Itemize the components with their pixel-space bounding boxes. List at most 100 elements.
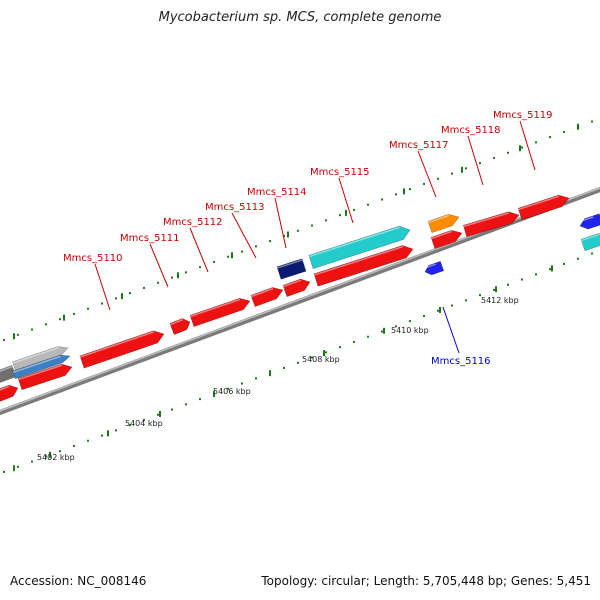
- gene-arrow: [430, 229, 463, 250]
- scale-tick-label: 5402 kbp: [37, 453, 75, 462]
- scale-tick-labels: 5402 kbp 5404 kbp 5406 kbp 5408 kbp 5410 kbp…: [37, 296, 519, 462]
- guide-dot: [423, 182, 425, 185]
- guide-dot: [339, 214, 341, 217]
- guide-dot: [521, 278, 523, 281]
- gene-label: Mmcs_5112: [163, 217, 223, 228]
- gene-arrow: [517, 194, 570, 221]
- guide-dot: [521, 146, 523, 149]
- guide-dot: [87, 307, 89, 310]
- gene-arrow: [0, 384, 19, 403]
- gene-label: Mmcs_5119: [493, 110, 553, 121]
- guide-dot: [409, 188, 411, 191]
- gene-label: Mmcs_5115: [310, 167, 370, 178]
- gene-arrow-shape: [12, 354, 71, 380]
- gene-arrow-gloss: [12, 347, 59, 364]
- guide-dot: [297, 361, 299, 364]
- gene-features: [0, 194, 600, 403]
- gene-label: Mmcs_5117: [389, 140, 449, 151]
- guide-dot: [269, 240, 271, 243]
- gene-arrow: [427, 213, 460, 234]
- guide-dot: [353, 340, 355, 343]
- label-leader: [231, 212, 257, 259]
- gene-arrow-gloss: [251, 287, 274, 298]
- gene-arrow-shape: [313, 245, 414, 287]
- guide-dot: [325, 351, 327, 354]
- guide-dot: [185, 271, 187, 274]
- guide-dot: [129, 292, 131, 295]
- gene-arrow-shape: [462, 211, 520, 238]
- guide-dot: [101, 302, 103, 305]
- label-leader: [274, 197, 287, 249]
- guide-dot: [409, 320, 411, 323]
- guide-dot: [213, 260, 215, 263]
- guide-dot: [3, 338, 5, 341]
- guide-dot: [255, 245, 257, 248]
- gene-arrow-gloss: [169, 318, 184, 326]
- guide-dot: [493, 156, 495, 159]
- gene-label: Mmcs_5114: [247, 187, 307, 198]
- label-leader: [149, 243, 169, 288]
- guide-dot: [437, 177, 439, 180]
- gene-arrow-gloss: [12, 355, 61, 374]
- guide-dot: [465, 299, 467, 302]
- gene-arrow-gloss: [283, 279, 302, 288]
- gene-labels: Mmcs_5110 Mmcs_5111 Mmcs_5112 Mmcs_5113 Mmcs…: [63, 110, 553, 367]
- gene-arrow: [250, 287, 284, 308]
- gene-arrow-shape: [189, 297, 251, 328]
- guide-dot: [367, 335, 369, 338]
- gene-block: [276, 258, 307, 280]
- gene-block-gloss: [277, 259, 303, 269]
- guide-dot: [507, 151, 509, 154]
- scale-ticks: [13, 123, 579, 472]
- topology-text: Topology: circular; Length: 5,705,448 bp…: [261, 574, 591, 588]
- scale-tick-label: 5408 kbp: [302, 355, 340, 364]
- label-leader: [417, 150, 437, 198]
- guide-dot: [591, 252, 593, 255]
- guide-dot: [353, 208, 355, 211]
- guide-dot: [45, 323, 47, 326]
- gene-arrow: [282, 278, 311, 298]
- guide-dot: [115, 297, 117, 300]
- gene-arrow-shape: [308, 225, 411, 270]
- gene-arrow-shape: [430, 229, 463, 250]
- gene-arrow-shape: [579, 213, 600, 230]
- guide-dot: [367, 203, 369, 206]
- guide-dot: [143, 286, 145, 289]
- gene-arrow-gloss: [314, 245, 404, 276]
- dotted-guide-lines: [3, 120, 593, 473]
- gene-label: Mmcs_5116: [431, 356, 491, 367]
- gene-label: Mmcs_5110: [63, 253, 123, 264]
- guide-dot: [241, 382, 243, 385]
- gene-arrow-shape: [517, 194, 570, 221]
- gene-arrow: [578, 213, 600, 230]
- guide-dot: [479, 162, 481, 165]
- guide-dot: [381, 198, 383, 201]
- guide-dot: [171, 408, 173, 411]
- guide-dot: [493, 288, 495, 291]
- guide-dot: [87, 439, 89, 442]
- guide-dot: [395, 325, 397, 328]
- guide-dot: [129, 424, 131, 427]
- guide-dot: [73, 444, 75, 447]
- guide-dot: [31, 328, 33, 331]
- guide-dot: [45, 455, 47, 458]
- guide-dot: [101, 434, 103, 437]
- scale-tick-label: 5406 kbp: [213, 387, 251, 396]
- gene-arrow-gloss: [578, 216, 594, 223]
- gene-arrow-gloss: [80, 331, 155, 358]
- label-leader: [467, 135, 484, 186]
- guide-dot: [227, 387, 229, 390]
- gene-arrow-shape: [424, 260, 445, 276]
- gene-block-gloss: [0, 365, 13, 375]
- guide-dot: [451, 304, 453, 307]
- guide-dot: [423, 314, 425, 317]
- gene-arrow-gloss: [518, 195, 560, 211]
- guide-dot: [507, 283, 509, 286]
- gene-arrow-shape: [79, 330, 165, 369]
- guide-dot: [199, 398, 201, 401]
- guide-dot: [283, 366, 285, 369]
- gene-arrow: [17, 363, 73, 391]
- guide-dot: [549, 268, 551, 271]
- guide-dot: [17, 333, 19, 336]
